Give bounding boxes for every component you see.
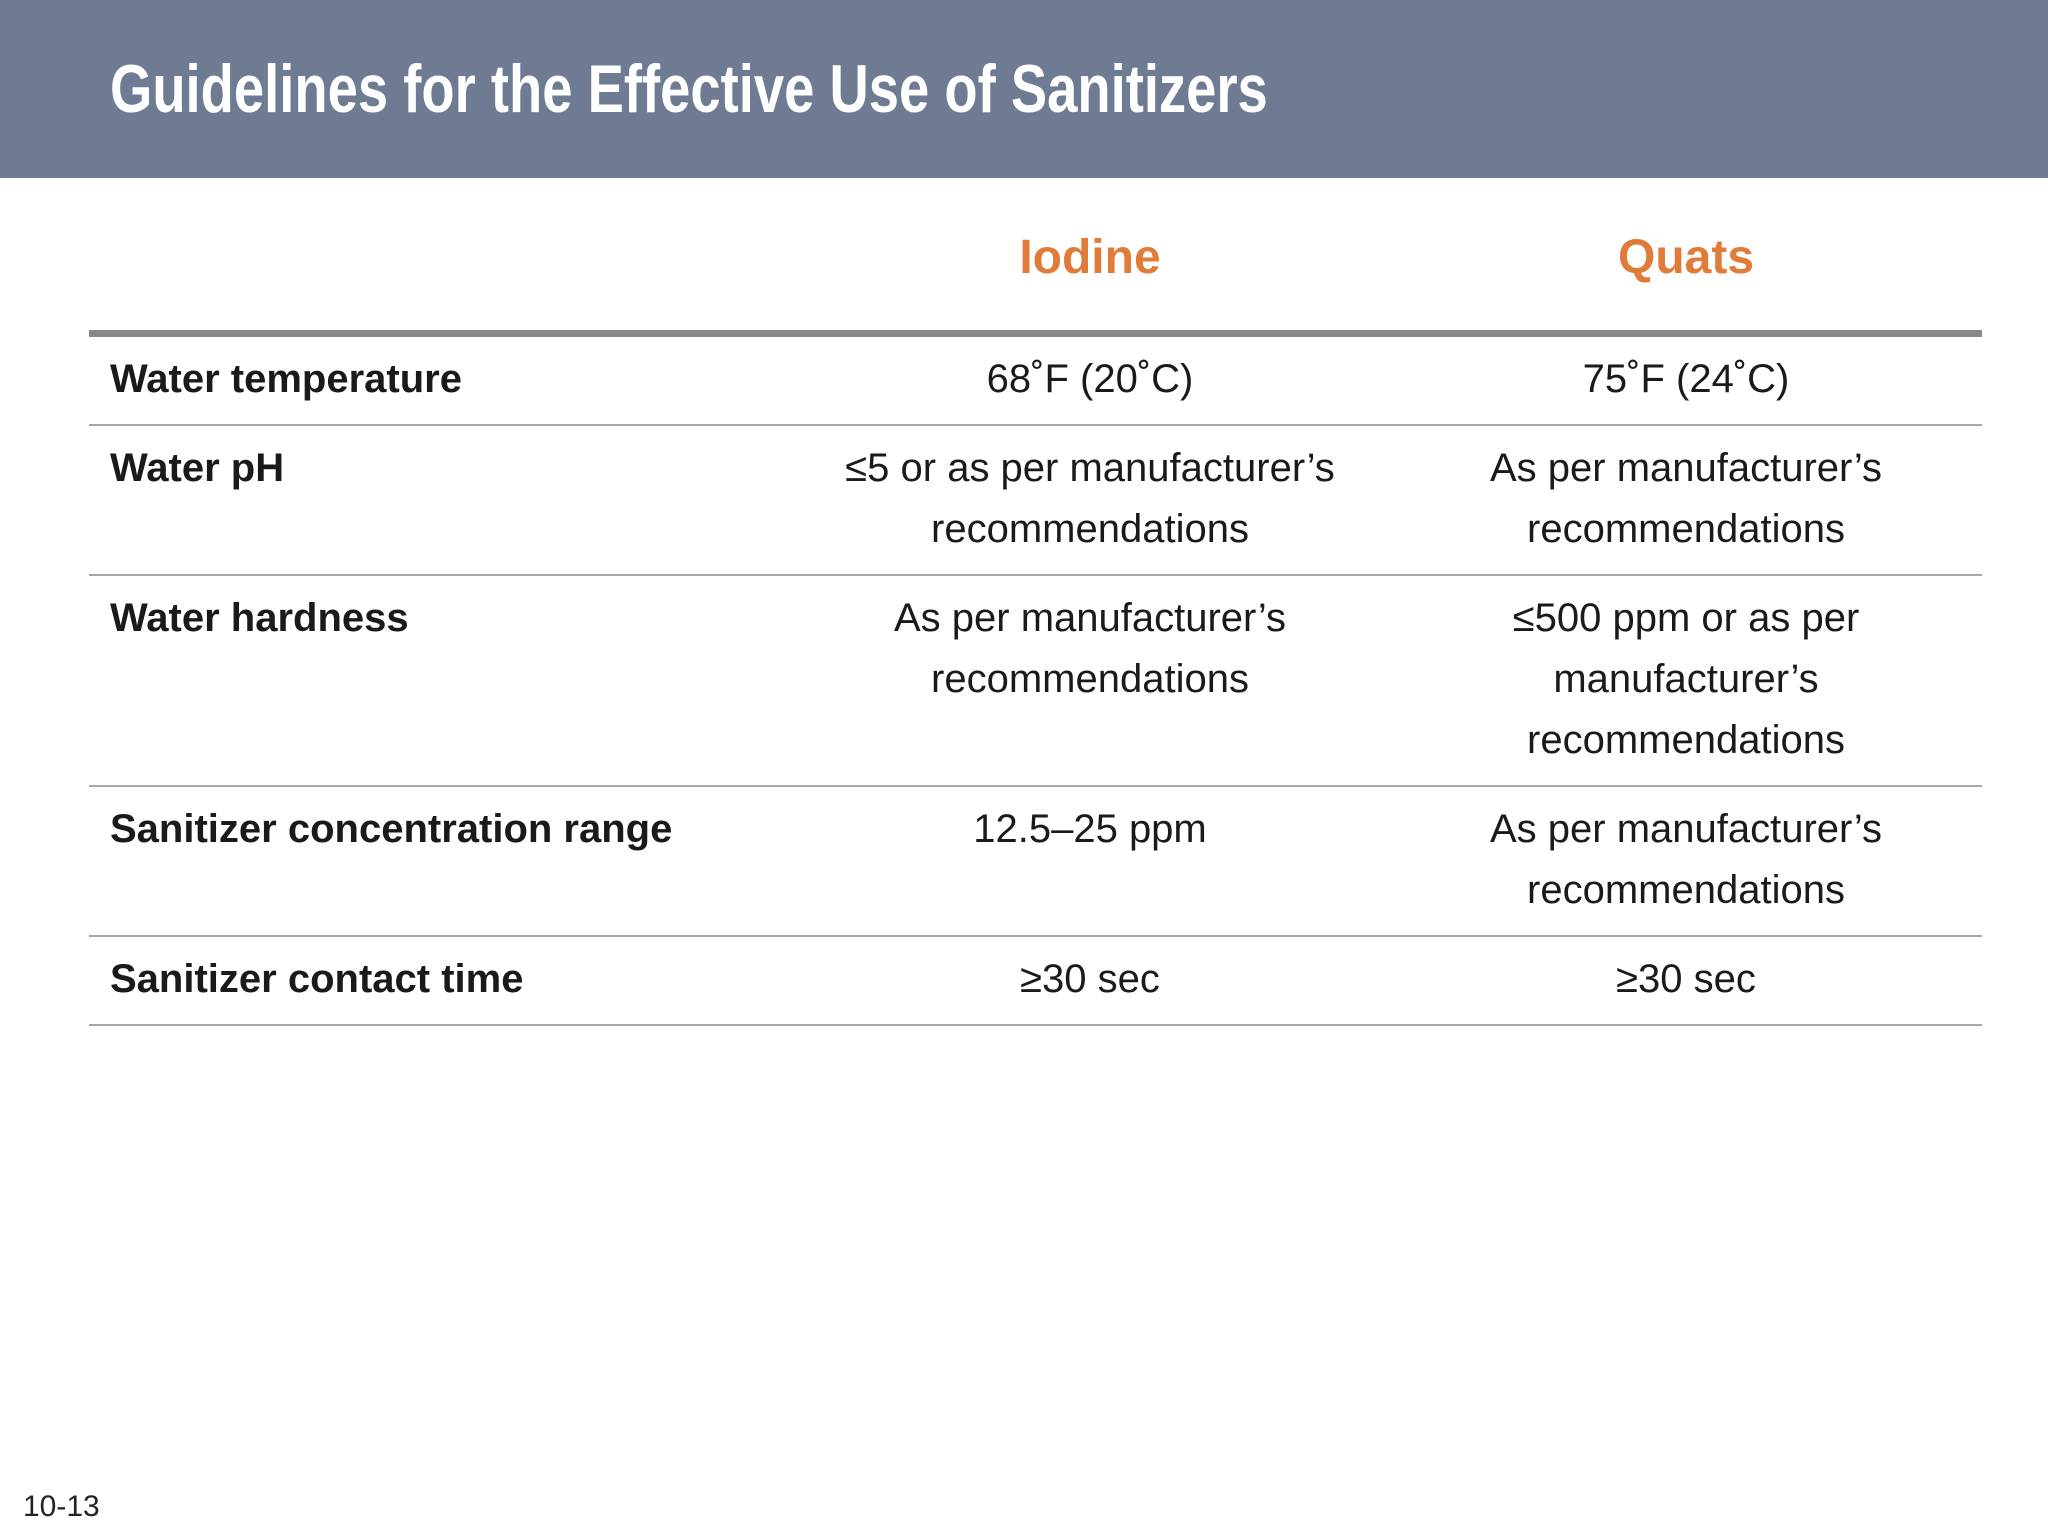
- table-row: Water temperature 68˚F (20˚C) 75˚F (24˚C): [89, 333, 1982, 426]
- row-label-cell: Water temperature: [89, 333, 790, 426]
- row-label: Water hardness: [110, 596, 409, 640]
- table-head: Iodine Quats: [89, 230, 1982, 337]
- header-band: [0, 0, 2048, 178]
- cell-text: ≥30 sec: [1616, 957, 1756, 1001]
- empty-header: [89, 230, 790, 337]
- slide-title: Guidelines for the Effective Use of Sani…: [110, 51, 1268, 127]
- value-cell: ≥30 sec: [1390, 936, 1982, 1026]
- table-row: Sanitizer concentration range 12.5–25 ppm…: [89, 786, 1982, 937]
- cell-text: 12.5–25 ppm: [973, 807, 1207, 851]
- value-cell: ≥30 sec: [790, 936, 1390, 1026]
- row-label-cell: Sanitizer concentration range: [89, 786, 790, 937]
- table-row: Water pH ≤5 or as per manufacturer’s reco…: [89, 425, 1982, 576]
- row-label: Water temperature: [110, 357, 462, 401]
- value-cell: ≤5 or as per manufacturer’s recommendati…: [790, 425, 1390, 576]
- table-row: Sanitizer contact time ≥30 sec ≥30 sec: [89, 936, 1982, 1026]
- value-cell: 68˚F (20˚C): [790, 333, 1390, 426]
- value-cell: ≤500 ppm or as per manufacturer’s recomm…: [1390, 575, 1982, 787]
- cell-text: ≥30 sec: [1020, 957, 1160, 1001]
- value-cell: 12.5–25 ppm: [790, 786, 1390, 937]
- row-label: Sanitizer concentration range: [110, 807, 673, 851]
- row-label-cell: Sanitizer contact time: [89, 936, 790, 1026]
- table-body: Water temperature 68˚F (20˚C) 75˚F (24˚C) W…: [89, 333, 1982, 1026]
- table-row: Water hardness As per manufacturer’s reco…: [89, 575, 1982, 787]
- guidelines-table: Iodine Quats Water temperature 68˚F (20˚C…: [89, 230, 1982, 1026]
- cell-text: 75˚F (24˚C): [1582, 357, 1790, 401]
- cell-text: ≤5 or as per manufacturer’s recommendati…: [845, 446, 1335, 551]
- header-row: Iodine Quats: [89, 230, 1982, 337]
- column-header: Quats: [1390, 230, 1982, 337]
- row-label-cell: Water hardness: [89, 575, 790, 787]
- cell-text: As per manufacturer’s recommendations: [1489, 807, 1883, 912]
- row-label: Water pH: [110, 446, 285, 490]
- cell-text: As per manufacturer’s recommendations: [893, 596, 1287, 701]
- value-cell: 75˚F (24˚C): [1390, 333, 1982, 426]
- row-label-cell: Water pH: [89, 425, 790, 576]
- cell-text: As per manufacturer’s recommendations: [1489, 446, 1883, 551]
- cell-text: 68˚F (20˚C): [986, 357, 1194, 401]
- value-cell: As per manufacturer’s recommendations: [1390, 425, 1982, 576]
- column-header: Iodine: [790, 230, 1390, 337]
- cell-text: ≤500 ppm or as per manufacturer’s recomm…: [1512, 596, 1860, 762]
- value-cell: As per manufacturer’s recommendations: [1390, 786, 1982, 937]
- row-label: Sanitizer contact time: [110, 957, 524, 1001]
- page-number: 10-13: [23, 1490, 100, 1523]
- value-cell: As per manufacturer’s recommendations: [790, 575, 1390, 787]
